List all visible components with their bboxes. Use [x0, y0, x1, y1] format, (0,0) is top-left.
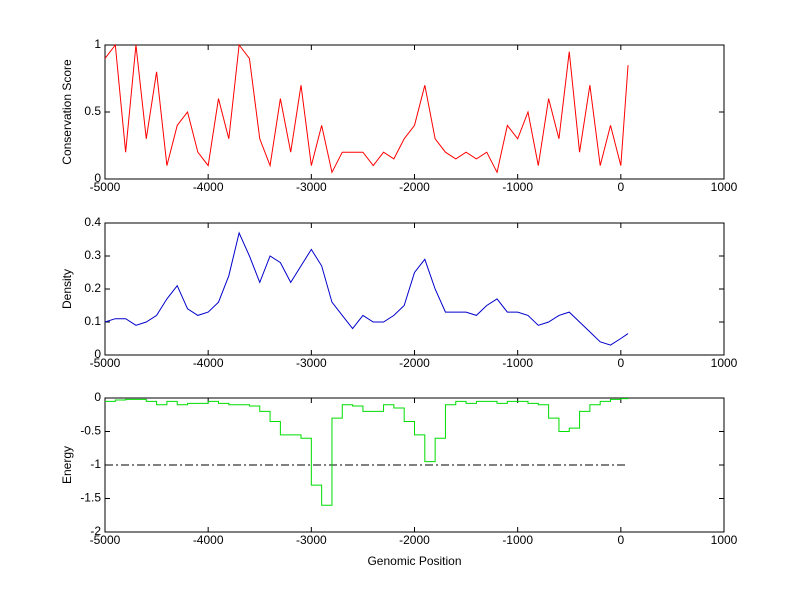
x-tick-label: -4000: [193, 356, 224, 370]
y-axis-label: Density: [60, 269, 74, 309]
axes-box: [104, 44, 725, 180]
y-tick-label: 0: [94, 171, 101, 185]
x-tick-label: -5000: [90, 180, 121, 194]
y-axis-label: Conservation Score: [60, 59, 74, 165]
x-tick-label: 1000: [711, 356, 738, 370]
data-line: [105, 398, 629, 506]
x-tick-label: -3000: [296, 356, 327, 370]
x-tick-label: -2000: [399, 356, 430, 370]
y-tick-label: 1: [94, 37, 101, 51]
y-tick-label: -1.5: [80, 491, 101, 505]
x-tick-label: -3000: [296, 533, 327, 547]
data-line: [104, 231, 629, 346]
y-tick-label: 0.4: [84, 215, 101, 229]
x-tick-label: 0: [617, 533, 624, 547]
x-tick-label: -5000: [90, 356, 121, 370]
x-tick-label: -5000: [90, 533, 121, 547]
x-tick-label: 0: [617, 356, 624, 370]
data-line: [104, 43, 629, 174]
x-tick-label: -1000: [502, 533, 533, 547]
x-tick-label: 1000: [711, 180, 738, 194]
y-tick-label: 0.3: [84, 248, 101, 262]
x-tick-label: 0: [617, 180, 624, 194]
y-tick-label: 0: [94, 347, 101, 361]
x-tick-label: -4000: [193, 180, 224, 194]
axes-box: [104, 222, 725, 356]
x-tick-label: -1000: [502, 180, 533, 194]
x-axis-label: Genomic Position: [367, 554, 461, 568]
x-tick-label: -1000: [502, 356, 533, 370]
y-tick-label: -2: [90, 524, 101, 538]
y-axis-label: Energy: [60, 446, 74, 484]
y-tick-label: 0.2: [84, 281, 101, 295]
x-tick-label: 1000: [711, 533, 738, 547]
x-tick-label: -2000: [399, 533, 430, 547]
y-tick-label: 0.1: [84, 314, 101, 328]
x-tick-label: -3000: [296, 180, 327, 194]
y-tick-label: 0.5: [84, 104, 101, 118]
y-tick-label: -0.5: [80, 424, 101, 438]
y-tick-label: 0: [94, 390, 101, 404]
x-tick-label: -4000: [193, 533, 224, 547]
x-tick-label: -2000: [399, 180, 430, 194]
y-tick-label: -1: [90, 457, 101, 471]
